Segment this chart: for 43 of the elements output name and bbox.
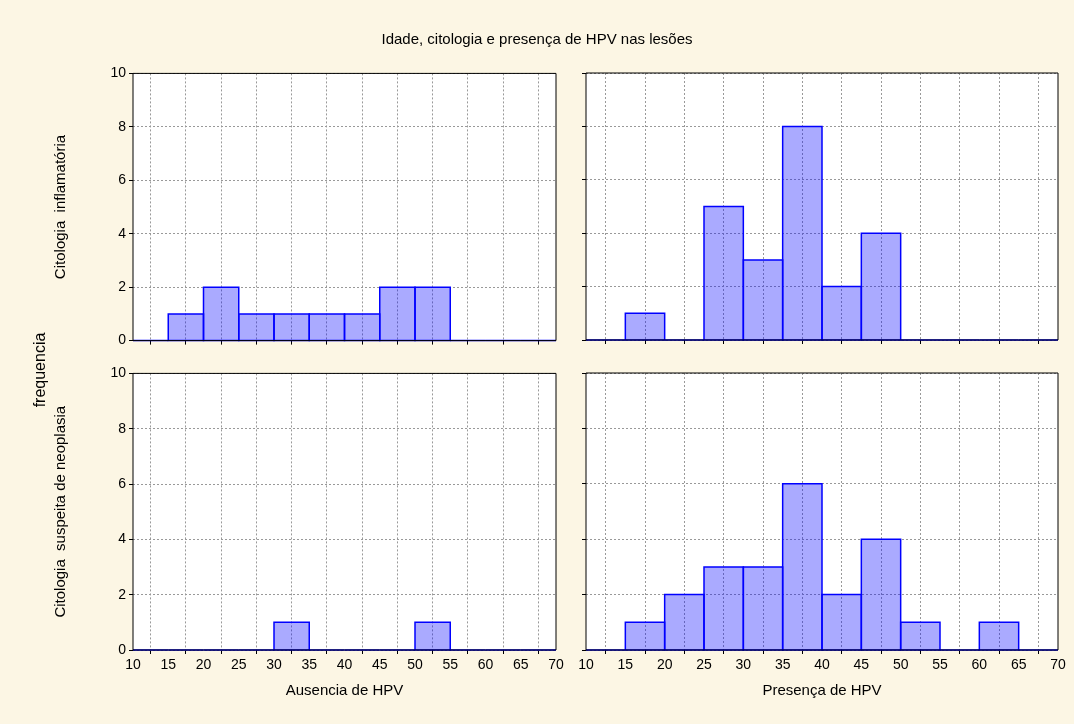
x-tick-label: 25 xyxy=(696,656,712,673)
x-tick-label: 70 xyxy=(1050,656,1066,673)
x-axis-title: Ausencia de HPV xyxy=(285,681,404,699)
y-tick-label: 10 xyxy=(110,64,127,81)
x-tick-label: 20 xyxy=(656,656,673,673)
y-axis-title: Citologia suspeita de neoplasia xyxy=(51,405,69,618)
x-tick-label: 35 xyxy=(774,656,791,673)
x-tick-label: 10 xyxy=(578,656,594,673)
x-tick-label: 45 xyxy=(371,656,388,673)
x-tick-label: 65 xyxy=(512,656,529,673)
x-tick-label: 70 xyxy=(548,656,564,673)
y-tick-label: 0 xyxy=(118,640,127,657)
y-tick-label: 2 xyxy=(118,585,127,602)
y-tick-label: 8 xyxy=(118,117,127,134)
y-axis-title: Citologia inflamatória xyxy=(51,134,69,280)
x-axis-title: Presença de HPV xyxy=(762,681,882,699)
x-tick-label: 40 xyxy=(336,656,353,673)
x-tick-label: 65 xyxy=(1010,656,1027,673)
x-tick-label: 60 xyxy=(477,656,494,673)
x-tick-label: 60 xyxy=(971,656,988,673)
x-tick-label: 50 xyxy=(892,656,909,673)
x-tick-label: 55 xyxy=(932,656,948,673)
x-tick-label: 30 xyxy=(735,656,752,673)
text: frequencia xyxy=(31,332,49,408)
y-tick-label: 2 xyxy=(118,278,127,295)
x-tick-label: 50 xyxy=(407,656,423,673)
x-tick-label: 30 xyxy=(266,656,282,673)
y-tick-label: 4 xyxy=(118,530,127,547)
y-tick-label: 8 xyxy=(118,419,127,436)
x-tick-label: 20 xyxy=(195,656,212,673)
chart-title: Idade, citologia e presença de HPV nas lesões xyxy=(380,30,694,47)
x-tick-label: 55 xyxy=(442,656,459,673)
y-tick-label: 6 xyxy=(118,171,127,188)
x-tick-label: 40 xyxy=(814,656,830,673)
y-tick-label: 6 xyxy=(118,474,127,491)
x-tick-label: 25 xyxy=(230,656,247,673)
x-tick-label: 35 xyxy=(301,656,318,673)
x-tick-label: 15 xyxy=(617,656,634,673)
y-tick-label: 10 xyxy=(110,364,127,381)
x-tick-label: 45 xyxy=(853,656,870,673)
y-tick-label: 0 xyxy=(118,331,127,348)
y-tick-label: 4 xyxy=(118,224,127,241)
x-tick-label: 15 xyxy=(160,656,177,673)
